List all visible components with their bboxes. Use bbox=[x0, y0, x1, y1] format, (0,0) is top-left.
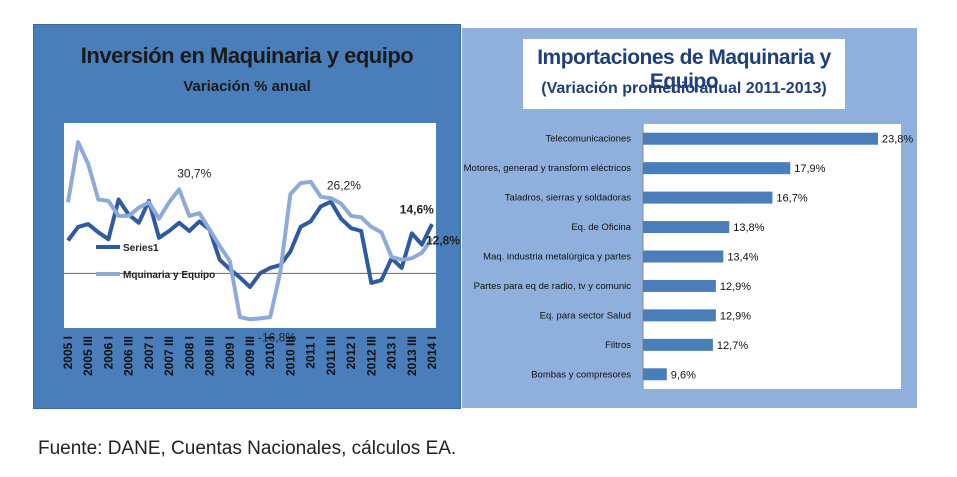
data-label: 26,2% bbox=[327, 179, 361, 193]
x-tick-label: 2013 III bbox=[405, 336, 419, 376]
category-label: Eq. de Oficina bbox=[571, 222, 631, 233]
bar bbox=[643, 338, 713, 351]
investment-chart-subtitle: Variación % anual bbox=[183, 78, 311, 95]
bar bbox=[643, 132, 879, 145]
plot-area bbox=[64, 123, 436, 328]
value-label: 13,8% bbox=[733, 222, 764, 234]
x-tick-label: 2011 I bbox=[304, 336, 318, 369]
value-label: 16,7% bbox=[776, 193, 807, 205]
data-label: -16,8% bbox=[258, 330, 296, 344]
x-tick-label: 2009 III bbox=[243, 336, 257, 376]
x-tick-label: 2013 I bbox=[385, 336, 399, 369]
data-label: 12,8% bbox=[426, 233, 460, 247]
x-tick-label: 2010 I bbox=[263, 336, 277, 369]
imports-chart-title: Importaciones de Maquinaria y Equipo bbox=[537, 46, 831, 93]
bar bbox=[643, 250, 724, 263]
investment-chart-panel: Inversión en Maquinaria y equipo Variaci… bbox=[33, 24, 461, 409]
investment-line-chart: 30,7% -16,8% 26,2% 14,6% 12,8% 2005 I 2005 III… bbox=[61, 123, 460, 376]
bar bbox=[643, 279, 716, 292]
imports-chart-panel: Importaciones de Maquinaria y Equipo (Va… bbox=[462, 28, 917, 408]
x-tick-label: 2007 III bbox=[162, 336, 176, 376]
x-tick-label: 2012 III bbox=[364, 336, 378, 376]
x-tick-label: 2008 I bbox=[182, 336, 196, 369]
category-label: Taladros, sierras y soldadoras bbox=[505, 193, 631, 204]
bar bbox=[643, 221, 730, 234]
category-label: Eq. para sector Salud bbox=[540, 310, 631, 321]
data-label: 30,7% bbox=[177, 166, 211, 180]
x-tick-label: 2007 I bbox=[142, 336, 156, 369]
x-tick-label: 2009 I bbox=[223, 336, 237, 369]
x-tick-label: 2006 III bbox=[122, 336, 136, 376]
x-tick-label: 2008 III bbox=[203, 336, 217, 376]
x-tick-label: 2005 III bbox=[81, 336, 95, 376]
value-label: 12,9% bbox=[720, 281, 751, 293]
value-label: 17,9% bbox=[794, 163, 825, 175]
category-label: Telecomunicaciones bbox=[545, 134, 631, 145]
bar bbox=[643, 368, 667, 381]
legend-label-2: Mquinaria y Equipo bbox=[123, 270, 215, 281]
bar bbox=[643, 191, 773, 204]
bar bbox=[643, 162, 791, 175]
x-tick-label: 2012 I bbox=[344, 336, 358, 369]
category-label: Partes para eq de radio, tv y comunic bbox=[474, 281, 632, 292]
source-note: Fuente: DANE, Cuentas Nacionales, cálcul… bbox=[38, 438, 457, 459]
x-tick-label: 2014 I bbox=[425, 336, 439, 369]
x-tick-label: 2011 III bbox=[324, 336, 338, 375]
value-label: 9,6% bbox=[671, 369, 696, 381]
imports-bar-chart: Telecomunicaciones 23,8% Motores, generad … bbox=[464, 124, 913, 389]
bar bbox=[643, 309, 716, 322]
category-label: Bombas y compresores bbox=[531, 369, 631, 380]
investment-chart-title: Inversión en Maquinaria y equipo bbox=[80, 43, 414, 68]
imports-chart-subtitle: (Variación promedio anual 2011-2013) bbox=[541, 80, 827, 97]
legend-label-1: Series1 bbox=[123, 243, 159, 254]
imports-title-box: Importaciones de Maquinaria y Equipo (Va… bbox=[523, 39, 845, 109]
value-label: 23,8% bbox=[882, 134, 913, 146]
category-label: Motores, generad y transform eléctricos bbox=[464, 163, 632, 174]
category-label: Maq. industria metalúrgica y partes bbox=[483, 252, 631, 263]
x-tick-label: 2005 I bbox=[61, 336, 75, 369]
value-label: 12,9% bbox=[720, 310, 751, 322]
data-label: 14,6% bbox=[400, 202, 434, 216]
category-label: Filtros bbox=[605, 340, 631, 351]
x-tick-label: 2010 III bbox=[283, 336, 297, 376]
x-tick-label: 2006 I bbox=[101, 336, 115, 369]
value-label: 13,4% bbox=[727, 252, 758, 264]
value-label: 12,7% bbox=[717, 340, 748, 352]
